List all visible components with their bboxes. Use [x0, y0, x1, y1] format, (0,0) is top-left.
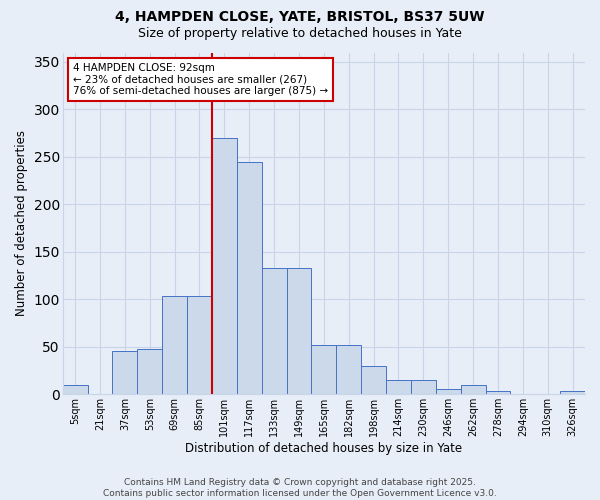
- Text: 4 HAMPDEN CLOSE: 92sqm
← 23% of detached houses are smaller (267)
76% of semi-de: 4 HAMPDEN CLOSE: 92sqm ← 23% of detached…: [73, 63, 328, 96]
- Bar: [137, 348, 162, 395]
- Bar: [287, 268, 311, 394]
- Bar: [485, 392, 511, 394]
- Bar: [187, 296, 212, 394]
- Bar: [311, 345, 336, 395]
- X-axis label: Distribution of detached houses by size in Yate: Distribution of detached houses by size …: [185, 442, 463, 455]
- Bar: [411, 380, 436, 394]
- Bar: [436, 388, 461, 394]
- Bar: [461, 385, 485, 394]
- Bar: [237, 162, 262, 394]
- Bar: [212, 138, 237, 394]
- Bar: [560, 392, 585, 394]
- Bar: [162, 296, 187, 394]
- Text: 4, HAMPDEN CLOSE, YATE, BRISTOL, BS37 5UW: 4, HAMPDEN CLOSE, YATE, BRISTOL, BS37 5U…: [115, 10, 485, 24]
- Text: Size of property relative to detached houses in Yate: Size of property relative to detached ho…: [138, 28, 462, 40]
- Y-axis label: Number of detached properties: Number of detached properties: [15, 130, 28, 316]
- Bar: [112, 350, 137, 395]
- Text: Contains HM Land Registry data © Crown copyright and database right 2025.
Contai: Contains HM Land Registry data © Crown c…: [103, 478, 497, 498]
- Bar: [361, 366, 386, 394]
- Bar: [262, 268, 287, 394]
- Bar: [63, 385, 88, 394]
- Bar: [386, 380, 411, 394]
- Bar: [336, 345, 361, 395]
